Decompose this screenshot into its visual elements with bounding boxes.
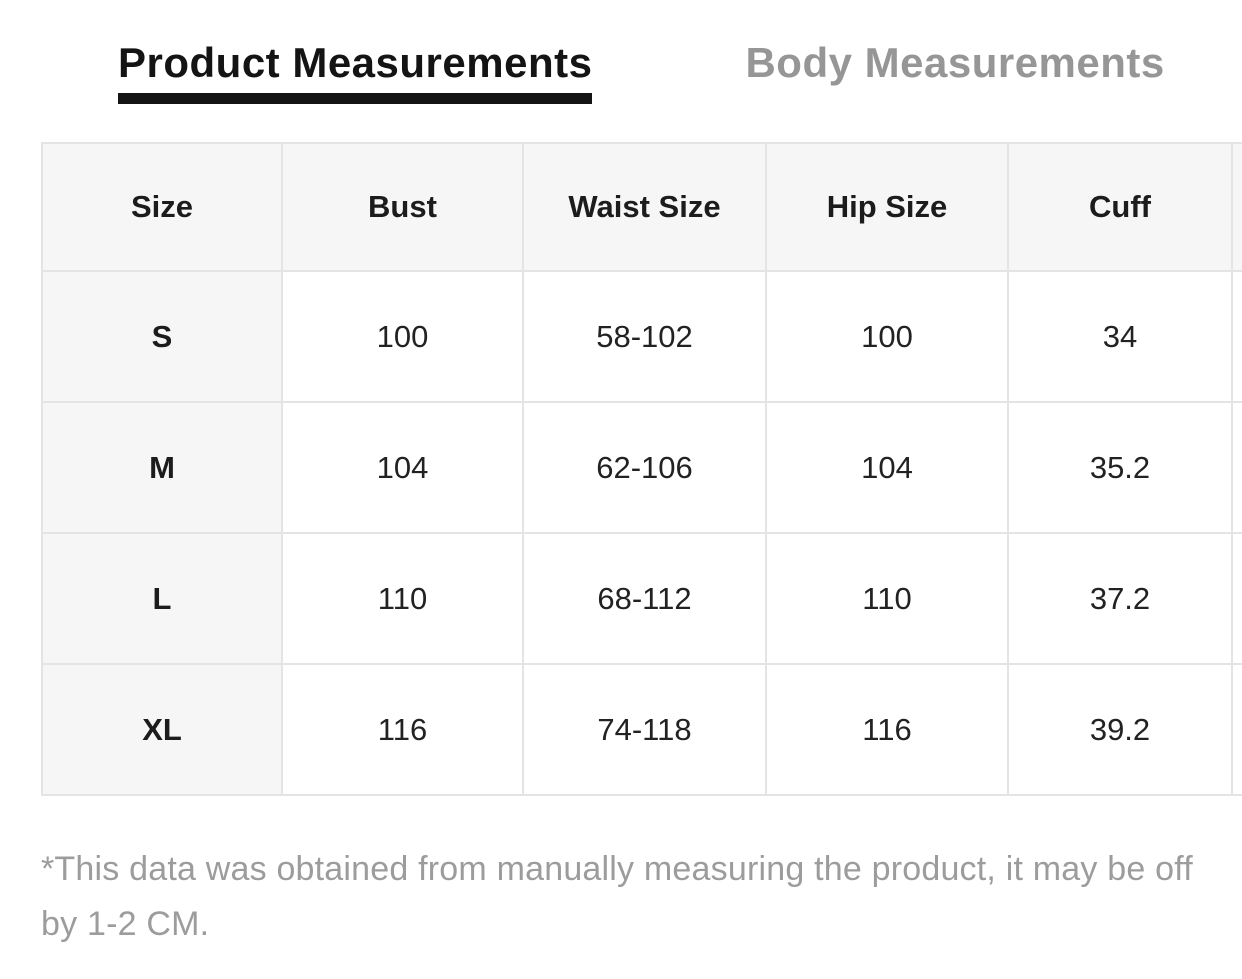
column-header-waist: Waist Size — [522, 142, 767, 273]
hip-value: 104 — [765, 401, 1009, 535]
hip-value: 110 — [765, 532, 1009, 666]
hip-value: 100 — [765, 270, 1009, 404]
table-row-s: S 100 58-102 100 34 — [41, 270, 1242, 404]
clipped-cell — [1231, 663, 1242, 797]
cuff-value: 34 — [1007, 270, 1233, 404]
waist-value: 68-112 — [522, 532, 767, 666]
size-label: XL — [41, 663, 283, 797]
column-header-clipped — [1231, 142, 1242, 273]
measurement-tabs: Product Measurements Body Measurements — [118, 39, 1242, 105]
column-header-cuff: Cuff — [1007, 142, 1233, 273]
bust-value: 116 — [281, 663, 524, 797]
table-row-l: L 110 68-112 110 37.2 — [41, 532, 1242, 666]
size-label: S — [41, 270, 283, 404]
waist-value: 74-118 — [522, 663, 767, 797]
clipped-cell — [1231, 532, 1242, 666]
size-table-viewport[interactable]: Size Bust Waist Size Hip Size Cuff S 100… — [41, 142, 1242, 797]
size-table: Size Bust Waist Size Hip Size Cuff S 100… — [41, 142, 1242, 797]
bust-value: 104 — [281, 401, 524, 535]
tab-body-measurements[interactable]: Body Measurements — [745, 39, 1165, 86]
size-label: L — [41, 532, 283, 666]
cuff-value: 37.2 — [1007, 532, 1233, 666]
tab-product-measurements[interactable]: Product Measurements — [118, 39, 593, 105]
waist-value: 58-102 — [522, 270, 767, 404]
cuff-value: 35.2 — [1007, 401, 1233, 535]
hip-value: 116 — [765, 663, 1009, 797]
waist-value: 62-106 — [522, 401, 767, 535]
size-label: M — [41, 401, 283, 535]
bust-value: 110 — [281, 532, 524, 666]
column-header-bust: Bust — [281, 142, 524, 273]
column-header-hip: Hip Size — [765, 142, 1009, 273]
measurement-disclaimer-note: *This data was obtained from manually me… — [41, 850, 1193, 944]
cuff-value: 39.2 — [1007, 663, 1233, 797]
column-header-size: Size — [41, 142, 283, 273]
clipped-cell — [1231, 270, 1242, 404]
table-header-row: Size Bust Waist Size Hip Size Cuff — [41, 142, 1242, 273]
clipped-cell — [1231, 401, 1242, 535]
table-row-xl: XL 116 74-118 116 39.2 — [41, 663, 1242, 797]
table-row-m: M 104 62-106 104 35.2 — [41, 401, 1242, 535]
bust-value: 100 — [281, 270, 524, 404]
